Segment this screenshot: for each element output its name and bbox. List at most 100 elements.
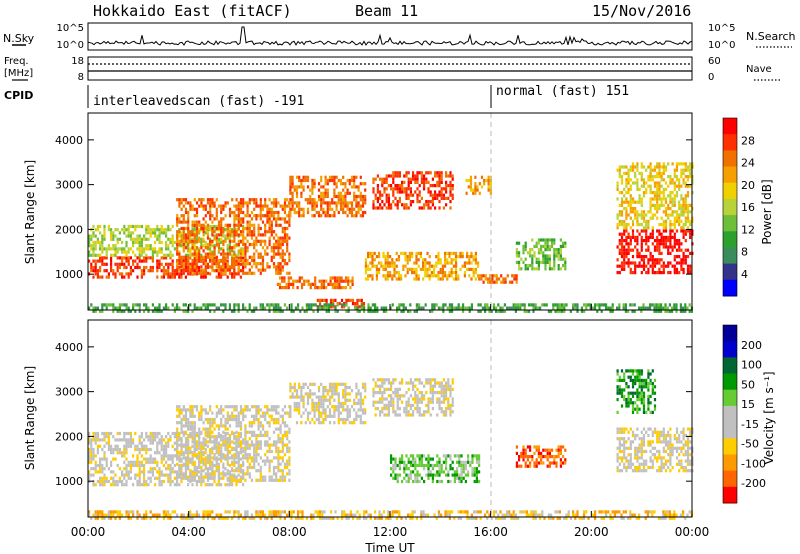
power-cell (664, 219, 668, 223)
velocity-cell (125, 444, 128, 448)
velocity-cell (88, 470, 91, 474)
power-cell (487, 188, 490, 192)
power-cell (642, 178, 646, 182)
power-cell (640, 223, 643, 227)
power-cell (326, 207, 329, 211)
velocity-cell (257, 421, 260, 425)
velocity-cell (259, 443, 262, 447)
power-cell (651, 229, 654, 233)
velocity-cell (114, 457, 117, 461)
power-cell (239, 230, 243, 234)
velocity-cell (268, 469, 271, 473)
velocity-cell (204, 408, 207, 412)
power-cell (553, 257, 556, 261)
power-cell (664, 181, 668, 185)
velocity-cell (246, 446, 249, 450)
velocity-cell (277, 478, 280, 482)
power-cell (660, 178, 663, 182)
power-cell (226, 230, 229, 234)
velocity-cell (242, 472, 245, 476)
power-cell (239, 204, 243, 208)
velocity-cell (272, 421, 276, 425)
velocity-cell (116, 479, 119, 484)
power-cell (348, 207, 351, 211)
velocity-cell (281, 449, 284, 454)
power-cell (386, 251, 389, 255)
power-cell (625, 235, 628, 239)
power-cell (255, 249, 258, 253)
velocity-cell (180, 470, 183, 474)
power-cell (310, 303, 313, 307)
power-cell (466, 251, 469, 255)
velocity-cell (206, 467, 209, 471)
velocity-cell (105, 463, 108, 468)
power-cell (640, 235, 643, 239)
power-cell (160, 309, 163, 313)
power-cell (405, 187, 408, 191)
power-cell (118, 272, 121, 276)
power-cell (350, 204, 354, 208)
power-cell (184, 262, 187, 266)
power-cell (160, 228, 163, 232)
power-cell (553, 267, 556, 271)
power-cell (479, 309, 482, 313)
power-cell (291, 175, 294, 179)
power-cell (684, 223, 687, 227)
power-cell (385, 187, 388, 191)
power-cell (213, 236, 216, 240)
velocity-cell (162, 447, 165, 452)
power-cell (438, 184, 441, 188)
power-cell (272, 249, 276, 253)
velocity-cell (178, 459, 181, 463)
power-ylabel: Slant Range [km] (23, 160, 37, 264)
power-cell (134, 253, 137, 257)
power-cell (499, 306, 502, 310)
power-cell (474, 267, 477, 271)
power-cell (264, 198, 267, 202)
power-cell (121, 256, 124, 260)
power-cell (291, 207, 294, 211)
power-cell (689, 162, 692, 166)
velocity-cell (268, 478, 271, 482)
velocity-cell (182, 433, 185, 438)
velocity-cell (286, 459, 289, 463)
velocity-cell (233, 417, 236, 422)
power-cell (94, 247, 97, 251)
power-cell (379, 206, 382, 210)
power-cell (114, 250, 117, 254)
power-cell (660, 197, 663, 201)
power-cell (497, 277, 501, 281)
velocity-cell (138, 438, 141, 442)
power-cell (441, 274, 444, 278)
velocity-cell (261, 478, 265, 482)
power-cell (660, 303, 663, 307)
power-cell (348, 201, 351, 205)
power-cell (442, 306, 445, 310)
velocity-cell (156, 451, 159, 455)
power-cell (642, 261, 646, 265)
power-cell (664, 210, 668, 214)
power-cell (671, 223, 674, 227)
power-cell (618, 248, 621, 252)
velocity-cell (200, 444, 203, 448)
power-cell (335, 207, 338, 211)
velocity-cell (264, 433, 267, 438)
power-cell (228, 265, 232, 269)
power-cell (553, 254, 556, 258)
power-colorbar-tick: 24 (741, 157, 755, 170)
power-cell (551, 267, 554, 271)
velocity-cell (206, 433, 210, 438)
power-cell (667, 207, 670, 211)
power-cell (385, 193, 388, 197)
velocity-cell (143, 467, 146, 471)
power-cell (114, 228, 117, 232)
power-cell (275, 252, 278, 256)
velocity-cell (239, 440, 243, 444)
power-cell (246, 262, 249, 266)
power-cell (526, 267, 529, 271)
power-cell (412, 193, 415, 197)
power-cell (180, 275, 183, 279)
power-cell (620, 178, 624, 182)
power-cell (459, 251, 462, 255)
velocity-cell (138, 441, 141, 445)
